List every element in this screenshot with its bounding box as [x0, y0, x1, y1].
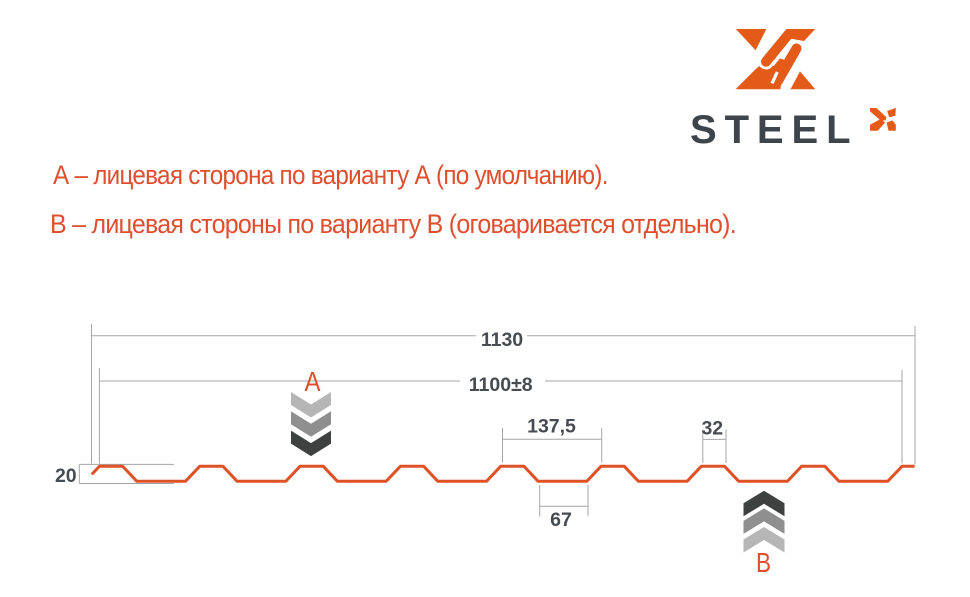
svg-text:1130: 1130: [481, 329, 523, 351]
svg-text:20: 20: [55, 465, 77, 487]
svg-text:А: А: [305, 366, 321, 397]
svg-text:137,5: 137,5: [527, 416, 576, 438]
svg-text:1100±8: 1100±8: [469, 374, 533, 396]
svg-text:В: В: [756, 547, 771, 578]
svg-text:32: 32: [701, 417, 723, 439]
svg-text:67: 67: [550, 509, 572, 531]
